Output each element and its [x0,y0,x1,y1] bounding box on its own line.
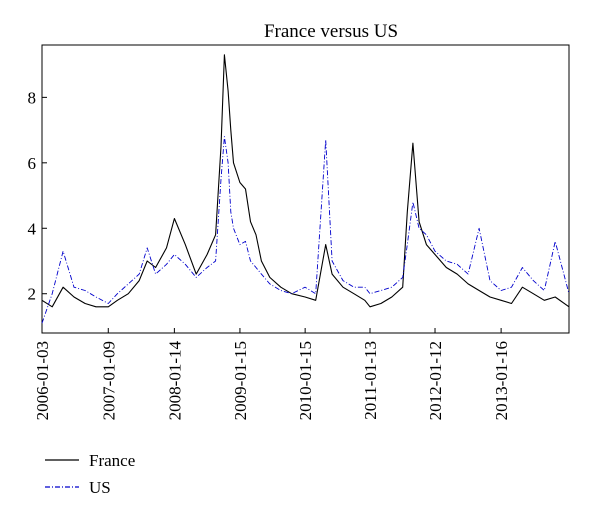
x-tick-label: 2010-01-15 [296,341,315,420]
x-tick-label: 2012-01-12 [426,341,445,420]
series-layer [41,54,570,324]
x-tick-label: 2006-01-03 [33,341,52,420]
y-axis: 2 4 6 8 [28,88,47,304]
y-tick-label: 2 [28,285,37,304]
series-line-us [41,136,570,324]
legend-label-france: France [89,451,135,470]
legend: France US [45,451,135,497]
x-tick-label: 2011-01-13 [361,341,380,420]
series-line-france [41,54,570,308]
y-tick-label: 6 [28,154,37,173]
y-tick-label: 4 [28,219,37,238]
x-axis: 2006-01-03 2007-01-09 2008-01-14 2009-01-15… [33,328,511,420]
y-tick-label: 8 [28,88,37,107]
legend-label-us: US [89,478,111,497]
chart-title: France versus US [264,21,398,42]
x-tick-label: 2007-01-09 [99,341,118,420]
plot-frame [41,44,570,334]
x-tick-label: 2008-01-14 [165,341,184,421]
x-tick-label: 2013-01-16 [492,341,511,420]
x-tick-label: 2009-01-15 [231,341,250,420]
